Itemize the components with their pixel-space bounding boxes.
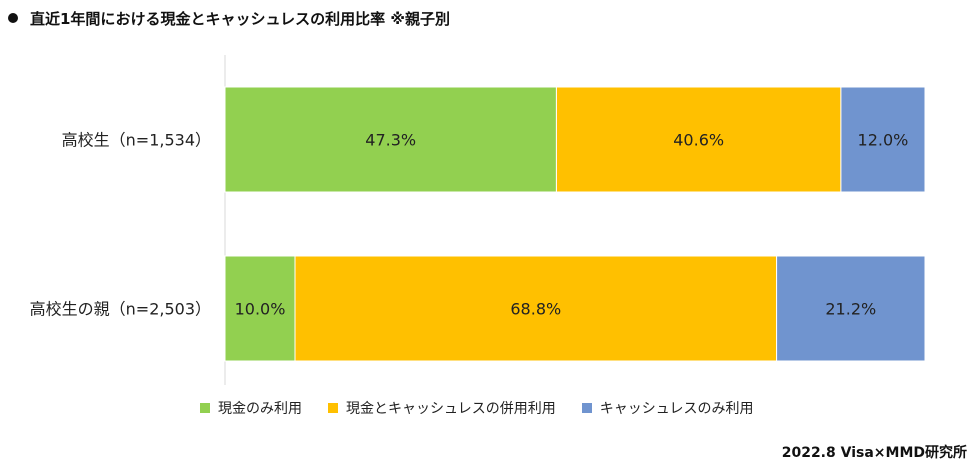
bullet-icon [8, 12, 18, 23]
data-label: 40.6% [673, 131, 724, 150]
legend-swatch [200, 403, 210, 413]
bar-segment [776, 255, 926, 362]
legend-label: 現金とキャッシュレスの併用利用 [346, 401, 556, 417]
chart-title: 直近1年間における現金とキャッシュレスの利用比率 ※親子別 [8, 8, 450, 29]
legend-swatch [328, 403, 338, 413]
legend-item-cash-only: 現金のみ利用 [200, 398, 302, 418]
category-label: 高校生（n=1,534） [62, 131, 211, 150]
data-label: 21.2% [825, 300, 876, 319]
legend-swatch [581, 403, 592, 413]
bar-segment [294, 255, 778, 362]
data-label: 10.0% [235, 300, 286, 319]
legend: 現金のみ利用 現金とキャッシュレスの併用利用 キャッシュレスのみ利用 [200, 398, 779, 418]
bar-segment [224, 86, 557, 193]
data-label: 47.3% [365, 131, 416, 150]
legend-item-both: 現金とキャッシュレスの併用利用 [328, 398, 556, 418]
source-credit: 2022.8 Visa×MMD研究所 [781, 445, 967, 461]
category-label: 高校生の親（n=2,503） [30, 300, 211, 319]
bar-segment [224, 255, 296, 362]
legend-label: 現金のみ利用 [218, 401, 302, 417]
legend-label: キャッシュレスのみ利用 [599, 401, 754, 417]
legend-item-cashless-only: キャッシュレスのみ利用 [581, 398, 754, 418]
bar-segment [555, 86, 842, 193]
chart-title-text: 直近1年間における現金とキャッシュレスの利用比率 ※親子別 [30, 10, 450, 28]
data-label: 12.0% [858, 131, 909, 150]
data-label: 68.8% [510, 300, 561, 319]
bar-segment [840, 86, 926, 193]
